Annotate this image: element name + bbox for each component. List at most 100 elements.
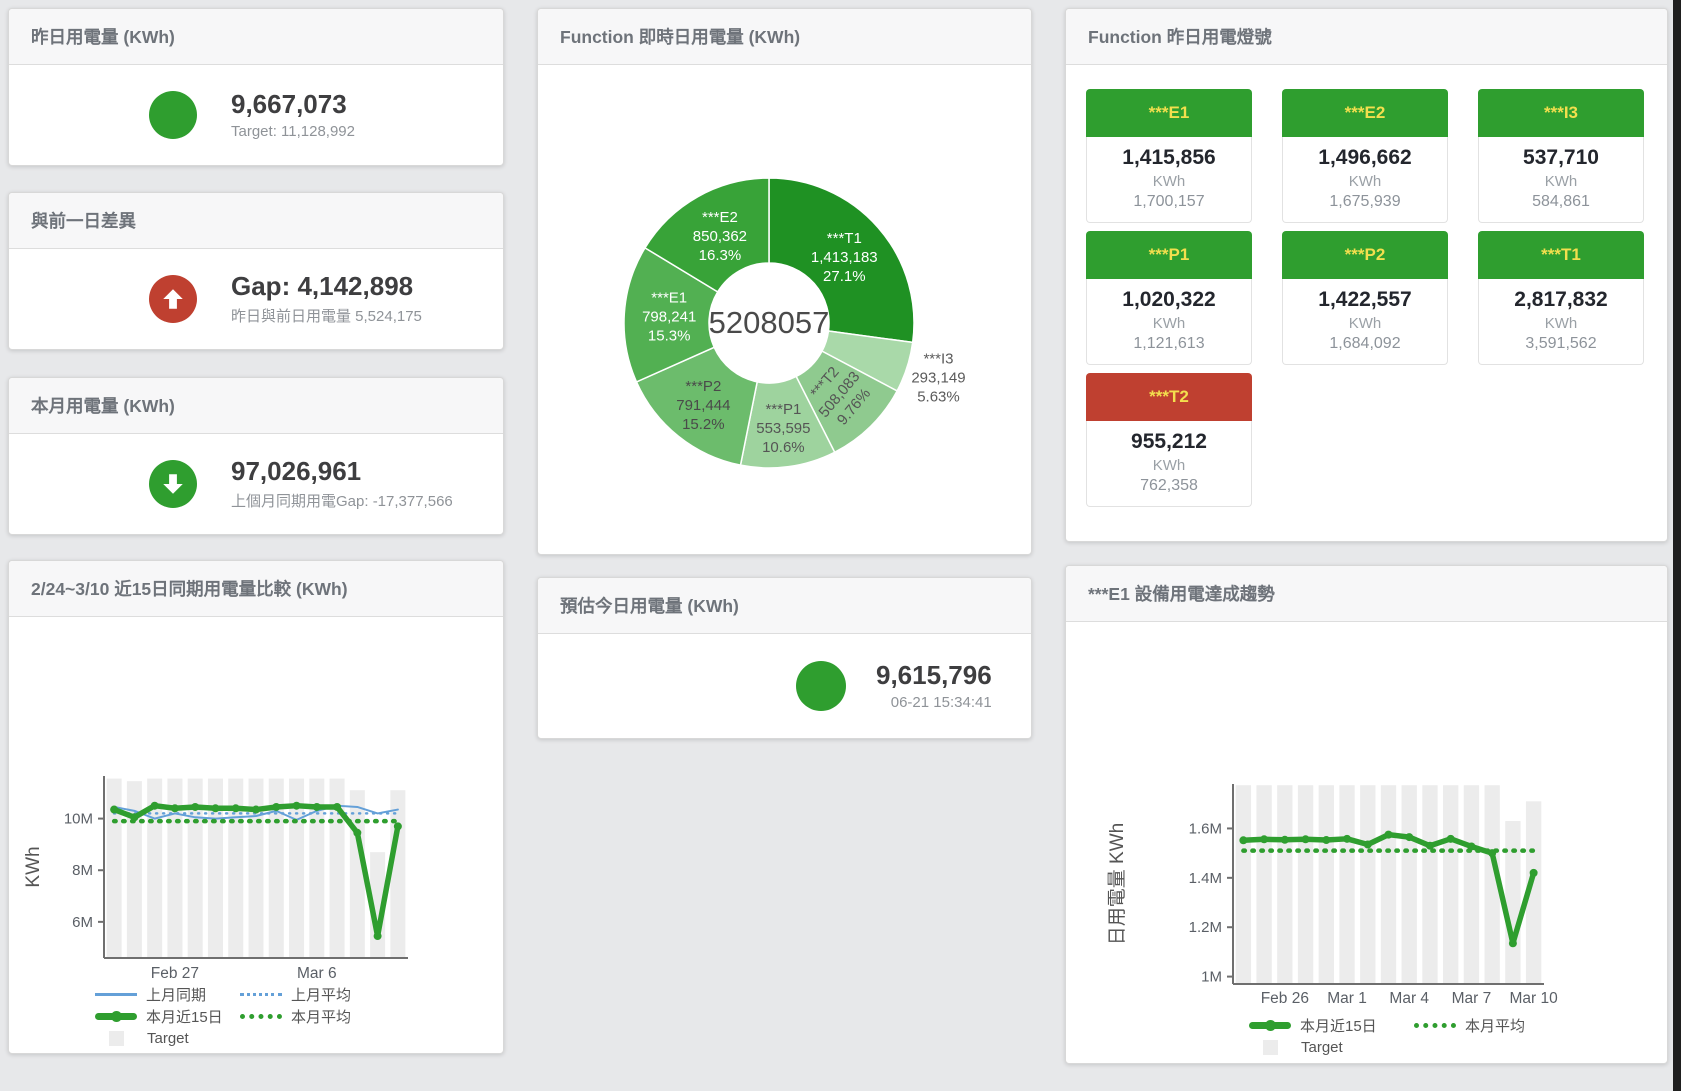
svg-text:***E1: ***E1: [651, 290, 687, 307]
tile-body: 955,212 KWh 762,358: [1086, 421, 1252, 507]
target-bar: [370, 852, 386, 958]
day-gap-subtext: 昨日與前日用電量 5,524,175: [231, 308, 422, 326]
target-bar: [126, 781, 142, 958]
tile-header: ***T1: [1478, 231, 1644, 279]
status-tile-E1: ***E1 1,415,856 KWh 1,700,157: [1086, 89, 1252, 223]
forecast-timestamp: 06-21 15:34:41: [890, 694, 992, 712]
donut-slice-E1[interactable]: [623, 246, 719, 383]
tile-header: ***P2: [1282, 231, 1448, 279]
svg-text:10.6%: 10.6%: [762, 439, 805, 456]
svg-text:***P2: ***P2: [685, 378, 721, 395]
legend-item[interactable]: 上月平均: [240, 984, 385, 1005]
status-tile-grid: ***E1 1,415,856 KWh 1,700,157 ***E2 1,496,662…: [1066, 65, 1667, 531]
y-tick-label: 10M: [64, 811, 93, 828]
compare-line-chart: 6M 8M 10M Feb 27 Mar 6 KWh: [23, 776, 408, 981]
legend-swatch-icon: [1414, 1022, 1456, 1028]
tile-value: 1,020,322: [1122, 288, 1216, 311]
target-bar: [1484, 785, 1500, 984]
y-tick-label: 1M: [1201, 969, 1222, 986]
legend-item[interactable]: 上月同期: [95, 984, 240, 1005]
tile-body: 2,817,832 KWh 3,591,562: [1478, 279, 1644, 365]
legend-item[interactable]: 本月平均: [240, 1006, 385, 1027]
tile-value: 1,415,856: [1122, 146, 1216, 169]
legend-item[interactable]: 本月近15日: [1249, 1015, 1414, 1036]
donut-slice-T1[interactable]: [768, 177, 915, 344]
realtime-usage-donut-chart: ***T1 1,413,183 27.1% ***I3 293,149 5.63% ***T…: [623, 177, 966, 469]
x-tick-label: Feb 27: [151, 965, 199, 981]
target-bar: [268, 778, 284, 958]
target-bar: [1339, 785, 1355, 984]
panel-title: 本月用電量 (KWh): [9, 378, 503, 434]
compare-chart-legend: 上月同期 上月平均本月近15日 本月平均 Target: [95, 983, 385, 1049]
svg-text:***T1: ***T1: [827, 230, 862, 247]
legend-item[interactable]: 本月平均: [1414, 1015, 1579, 1036]
svg-text:293,149: 293,149: [911, 369, 965, 386]
panel-title: Function 即時日用電量 (KWh): [538, 9, 1031, 65]
svg-text:27.1%: 27.1%: [823, 268, 866, 285]
panel-15day-compare-chart: 2/24~3/10 近15日同期用電量比較 (KWh) 6M 8M 10M Feb 2…: [8, 560, 504, 1054]
tile-target: 3,591,562: [1525, 335, 1597, 352]
legend-swatch-icon: [95, 992, 137, 996]
tile-value: 537,710: [1523, 146, 1599, 169]
target-bar: [1422, 785, 1438, 984]
tile-target: 1,684,092: [1329, 335, 1401, 352]
legend-swatch-icon: [95, 1010, 137, 1022]
tile-value: 2,817,832: [1514, 288, 1608, 311]
target-bar: [1256, 785, 1272, 984]
target-bar: [1443, 785, 1459, 984]
status-tile-P1: ***P1 1,020,322 KWh 1,121,613: [1086, 231, 1252, 365]
svg-text:15.3%: 15.3%: [648, 328, 691, 345]
target-bar: [1463, 785, 1480, 984]
donut-slice-label: ***E1 798,241 15.3%: [642, 290, 696, 345]
svg-text:***I3: ***I3: [923, 350, 953, 367]
target-bar: [187, 778, 203, 958]
legend-label: Target: [147, 1029, 189, 1047]
tile-body: 1,415,856 KWh 1,700,157: [1086, 137, 1252, 223]
tile-unit: KWh: [1152, 315, 1186, 332]
donut-slice-E2[interactable]: [643, 177, 770, 293]
legend-item[interactable]: Target: [95, 1030, 240, 1047]
status-tile-P2: ***P2 1,422,557 KWh 1,684,092: [1282, 231, 1448, 365]
tile-target: 1,675,939: [1329, 193, 1401, 210]
target-bar: [1401, 785, 1417, 984]
legend-label: 本月近15日: [146, 1008, 223, 1026]
y-tick-label: 6M: [72, 914, 93, 931]
tile-header: ***P1: [1086, 231, 1252, 279]
legend-label: 上月平均: [291, 986, 352, 1004]
target-bar: [390, 790, 406, 958]
target-bar: [248, 778, 264, 958]
legend-swatch-icon: [240, 992, 282, 996]
day-gap-value: Gap: 4,142,898: [231, 270, 414, 301]
target-bar: [289, 778, 305, 958]
legend-item[interactable]: 本月近15日: [95, 1006, 240, 1027]
legend-label: 本月近15日: [1300, 1017, 1377, 1035]
tile-header: ***E1: [1086, 89, 1252, 137]
legend-label: Target: [1301, 1038, 1343, 1056]
target-bar: [1505, 821, 1521, 984]
month-usage-value: 97,026,961: [231, 455, 362, 486]
y-tick-label: 1.2M: [1189, 919, 1222, 936]
tile-header: ***I3: [1478, 89, 1644, 137]
down-arrow-icon: [149, 460, 197, 508]
legend-label: 本月平均: [291, 1008, 352, 1026]
up-arrow-icon: [149, 275, 197, 323]
svg-text:850,362: 850,362: [693, 228, 747, 245]
legend-item[interactable]: Target: [1249, 1039, 1414, 1056]
scrollbar[interactable]: [1673, 0, 1681, 1091]
y-tick-label: 1.4M: [1189, 870, 1222, 887]
target-bar: [1525, 801, 1542, 984]
donut-slice-P2[interactable]: [635, 346, 759, 467]
target-bar: [207, 778, 223, 958]
y-axis-title: KWh: [23, 846, 44, 887]
tile-header: ***T2: [1086, 373, 1252, 421]
status-tile-T2: ***T2 955,212 KWh 762,358: [1086, 373, 1252, 507]
target-bar: [1360, 785, 1376, 984]
svg-text:***E2: ***E2: [702, 209, 738, 226]
tile-body: 1,496,662 KWh 1,675,939: [1282, 137, 1448, 223]
tile-header: ***E2: [1282, 89, 1448, 137]
panel-forecast: 預估今日用電量 (KWh) 9,615,796 06-21 15:34:41: [537, 577, 1032, 739]
panel-title: ***E1 設備用電達成趨勢: [1066, 566, 1667, 622]
tile-value: 1,422,557: [1318, 288, 1412, 311]
e1-trend-line-chart: 1M 1.2M 1.4M 1.6M Feb 26 Mar 1 Mar 4 Mar 7 Mar 1…: [1107, 784, 1558, 1007]
